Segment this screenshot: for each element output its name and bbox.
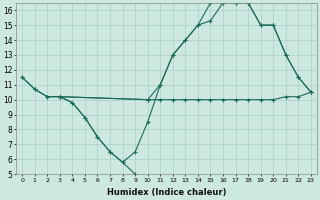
X-axis label: Humidex (Indice chaleur): Humidex (Indice chaleur) xyxy=(107,188,226,197)
